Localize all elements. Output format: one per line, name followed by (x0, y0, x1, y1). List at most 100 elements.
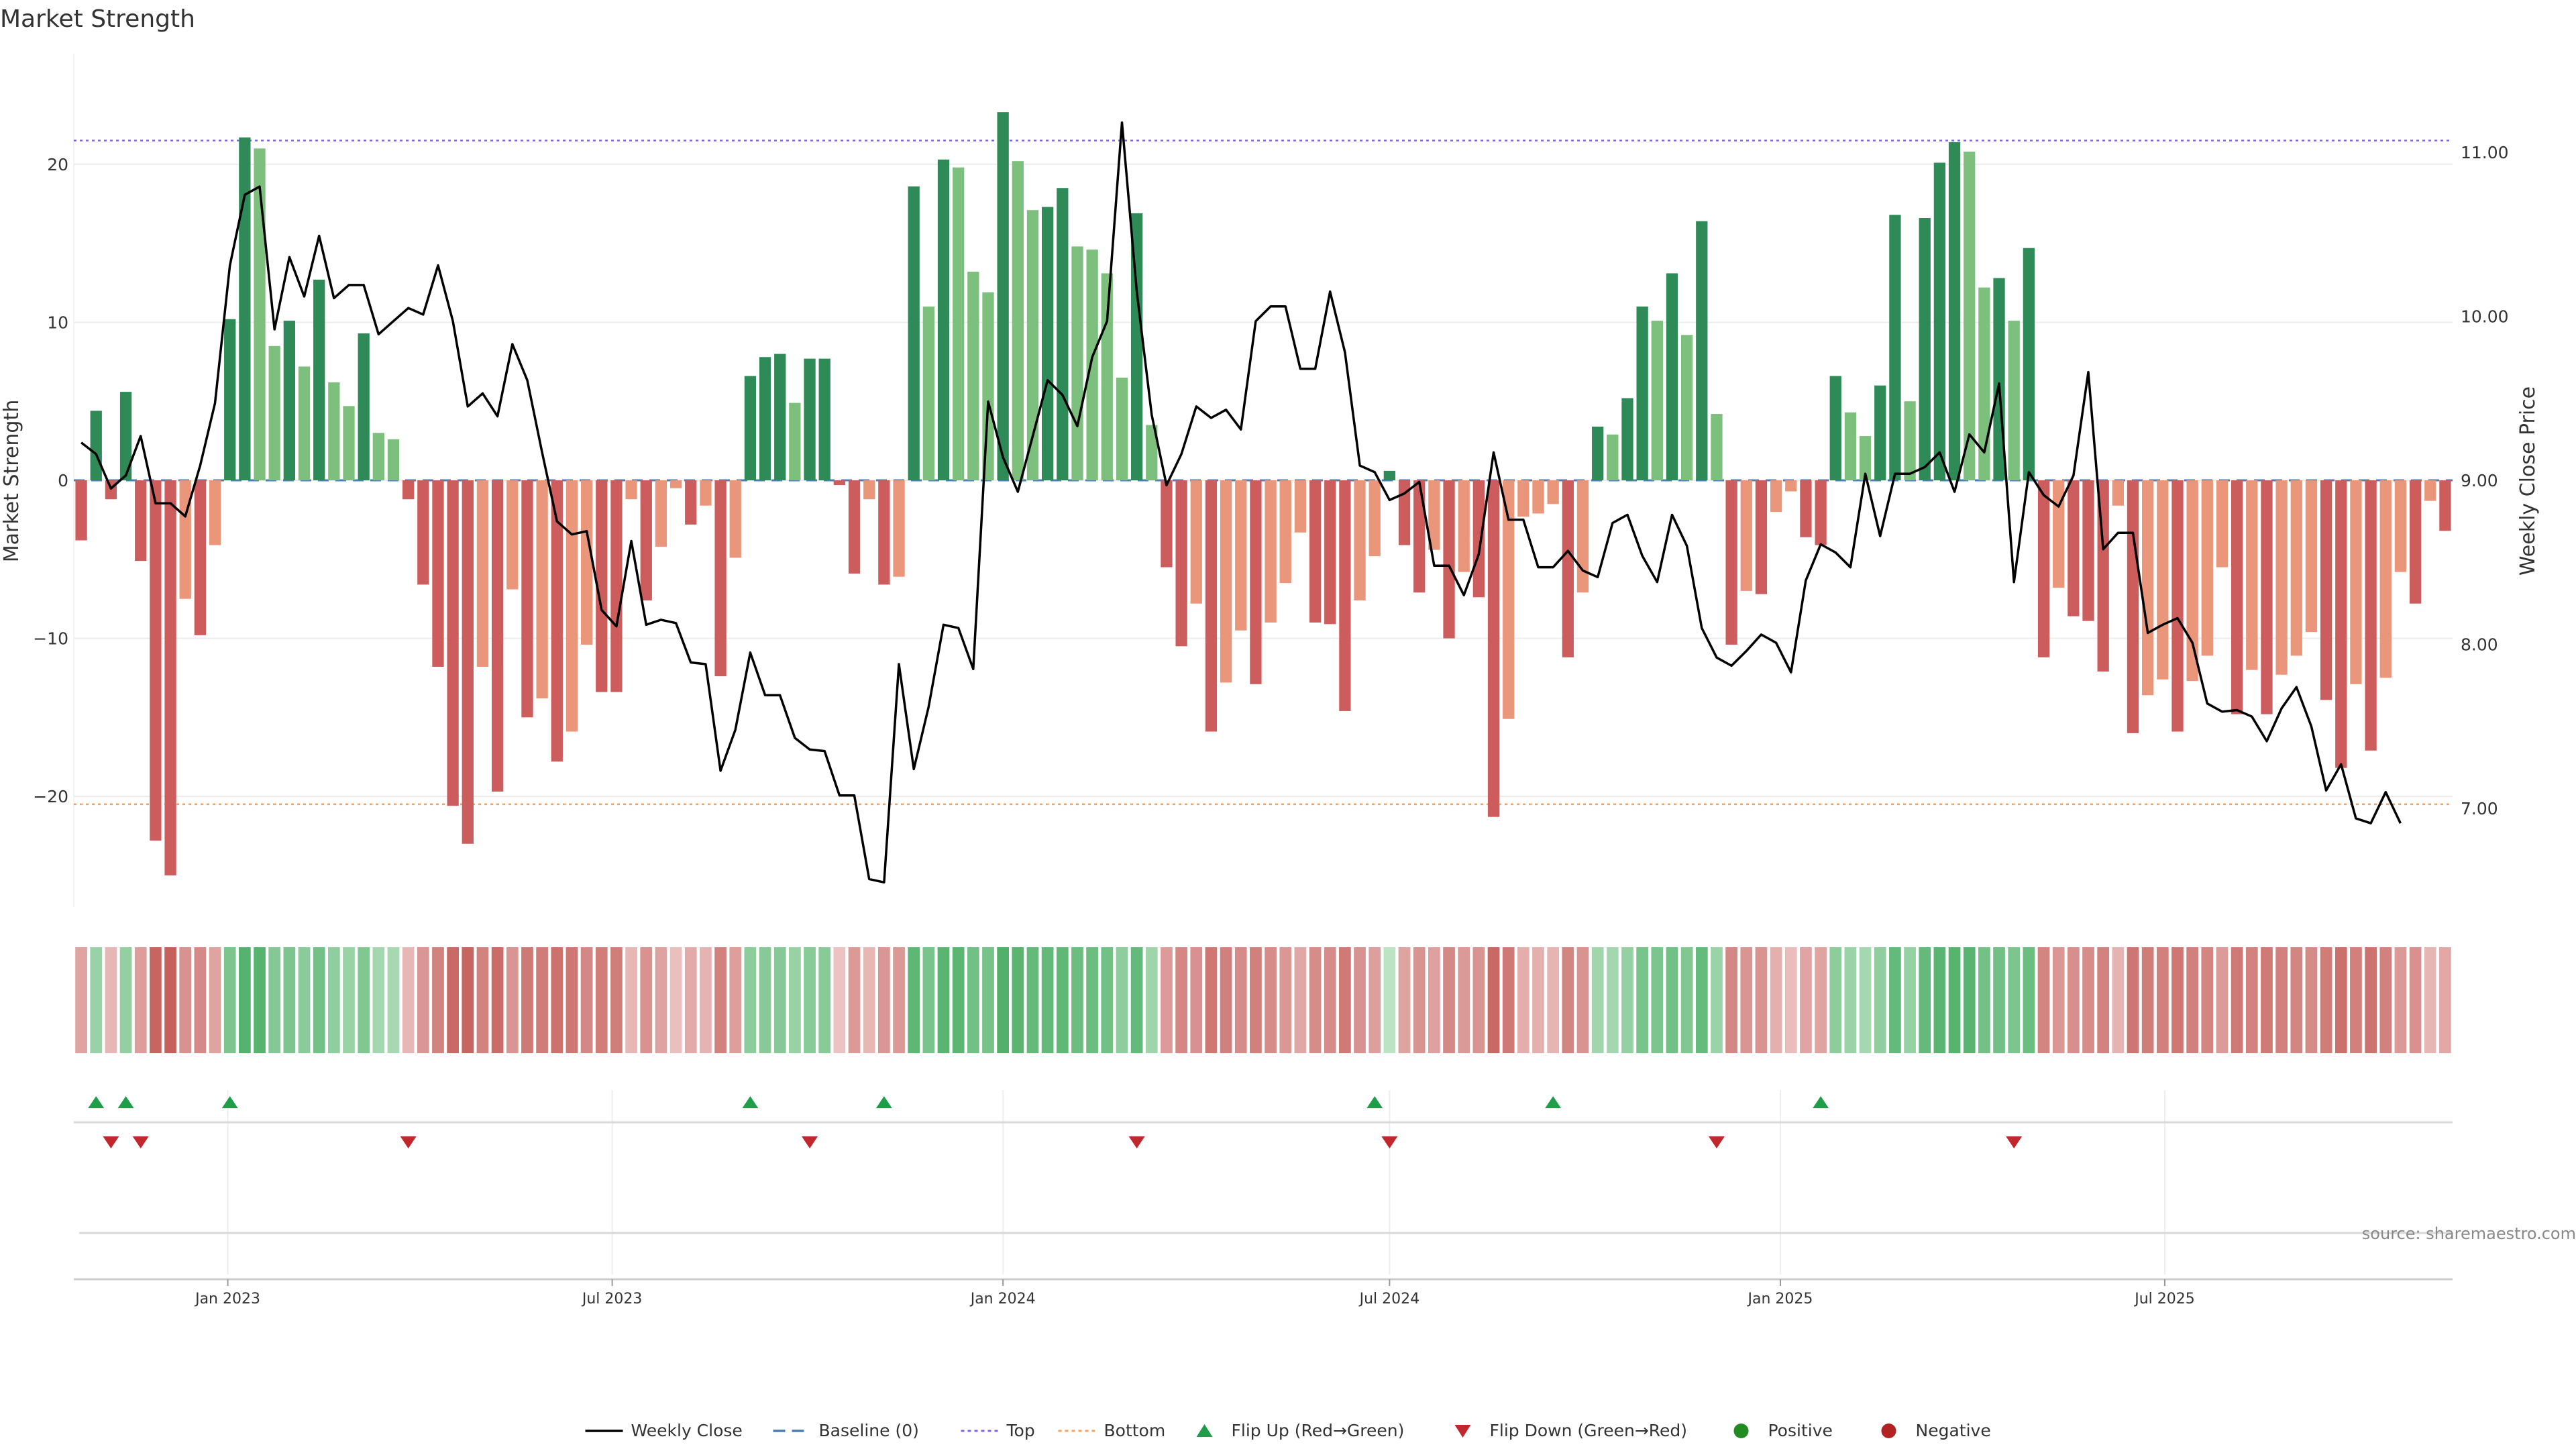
y2-tick-label: 11.00 (2461, 143, 2509, 162)
y-tick-label: 10 (47, 313, 68, 332)
strength-bar (1175, 480, 1187, 647)
heatmap-cell (2245, 947, 2258, 1053)
y2-tick-label: 7.00 (2461, 799, 2498, 818)
date-tick-label: Jul 2025 (2133, 1291, 2195, 1307)
strength-bar (2186, 480, 2198, 682)
legend-label: Positive (1768, 1421, 1833, 1440)
chart-title: Market Strength (0, 5, 195, 33)
strength-bar (937, 159, 950, 481)
strength-bar (2335, 480, 2347, 768)
heatmap-cell (1636, 947, 1649, 1053)
heatmap-cell (2334, 947, 2347, 1053)
heatmap-cell (566, 947, 578, 1053)
date-tick-label: Jul 2024 (1358, 1291, 1420, 1307)
strength-bar (2261, 480, 2273, 714)
heatmap-cell (2290, 947, 2303, 1053)
heatmap-cell (2409, 947, 2422, 1053)
flip-up-marker (1545, 1096, 1562, 1108)
heatmap-cell (967, 947, 979, 1053)
heatmap-cell (1770, 947, 1782, 1053)
heatmap-cell (744, 947, 757, 1053)
heatmap-cell (1041, 947, 1054, 1053)
strength-bar (863, 480, 875, 500)
legend-item-positive: Positive (1733, 1421, 1833, 1440)
strength-bar (417, 480, 429, 585)
strength-bar (491, 480, 504, 792)
strength-bar (2127, 480, 2139, 733)
legend-label: Baseline (0) (819, 1421, 919, 1440)
strength-bar (1026, 210, 1039, 480)
strength-bar (1948, 142, 1961, 480)
strength-bar (714, 480, 727, 677)
strength-bar (2394, 480, 2407, 572)
strength-bar (1978, 287, 1990, 480)
flip-up-marker (875, 1096, 892, 1108)
strength-bar (1800, 480, 1812, 537)
strength-bar (1829, 376, 1841, 480)
strength-bar (343, 406, 355, 480)
legend-label: Flip Up (Red→Green) (1232, 1421, 1405, 1440)
strength-bar (1874, 385, 1886, 480)
strength-bar (283, 321, 295, 480)
left-y-axis: 20 10 0 −10 −20 (33, 155, 68, 806)
heatmap-cell (1829, 947, 1842, 1053)
heatmap-cell (833, 947, 846, 1053)
heatmap-cell (2379, 947, 2392, 1053)
strength-bar (759, 357, 771, 480)
strength-bar (878, 480, 890, 585)
legend-item-flip-up: Flip Up (Red→Green) (1196, 1421, 1405, 1440)
heatmap-cell (551, 947, 564, 1053)
strength-bar (1220, 480, 1232, 683)
strength-bar (1190, 480, 1202, 604)
heatmap-cell (997, 947, 1010, 1053)
heatmap-cell (729, 947, 742, 1053)
date-tick-label: Jan 2025 (1746, 1291, 1813, 1307)
heatmap-cell (684, 947, 697, 1053)
heatmap-cell (1919, 947, 1931, 1053)
heatmap-cell (209, 947, 221, 1053)
y-tick-label: 0 (58, 471, 68, 490)
strength-bar (774, 354, 786, 480)
heatmap-cell (2261, 947, 2273, 1053)
heatmap-cell (848, 947, 861, 1053)
strength-bar (2379, 480, 2392, 678)
right-y-axis: 11.00 10.00 9.00 8.00 7.00 (2461, 143, 2509, 818)
strength-bar (1740, 480, 1752, 591)
heatmap-cell (254, 947, 266, 1053)
strength-bar (119, 392, 132, 480)
strength-bar (2201, 480, 2213, 656)
heatmap-cell (1116, 947, 1128, 1053)
strength-bar (179, 480, 191, 599)
strength-bar (1680, 335, 1693, 480)
heatmap-cell (759, 947, 771, 1053)
legend-swatch (1881, 1424, 1896, 1438)
strength-bar (1443, 480, 1455, 639)
flip-up-marker (1813, 1096, 1829, 1108)
reference-lines (74, 140, 2453, 806)
flip-up-marker (88, 1096, 105, 1108)
heatmap-cell (1056, 947, 1069, 1053)
heatmap-cell (2023, 947, 2035, 1053)
heatmap-cell (1205, 947, 1218, 1053)
heatmap-cell (1725, 947, 1737, 1053)
heatmap-cell (789, 947, 801, 1053)
heatmap-cell (2171, 947, 2184, 1053)
strength-bar (298, 366, 311, 480)
heatmap-cell (1800, 947, 1812, 1053)
flip-up-marker (221, 1096, 238, 1108)
heatmap-cell (343, 947, 355, 1053)
heatmap-cell (1978, 947, 1990, 1053)
heatmap-cell (2112, 947, 2125, 1053)
weekly-close-line (80, 121, 2402, 884)
y2-tick-label: 9.00 (2461, 471, 2498, 490)
heatmap-cell (223, 947, 236, 1053)
legend-item-top: Top (961, 1421, 1035, 1440)
strength-bar (1161, 480, 1173, 568)
strength-bar (1532, 480, 1544, 514)
heatmap-cell (1383, 947, 1396, 1053)
strength-bar (1621, 398, 1633, 480)
strength-bar (2350, 480, 2362, 684)
heatmap-cell (1354, 947, 1366, 1053)
strength-bar (75, 480, 87, 541)
strength-bar (1904, 401, 1916, 480)
